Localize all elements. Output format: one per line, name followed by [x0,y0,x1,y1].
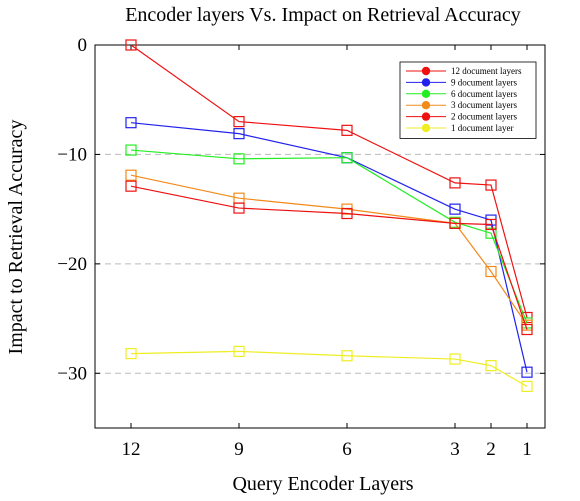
data-point [449,217,461,229]
data-point [449,203,461,215]
y-tick-label: −10 [57,144,87,165]
data-point [521,380,533,393]
data-point [485,227,497,239]
y-tick-label: −30 [57,363,87,384]
legend-item: 2 document layers [406,112,517,122]
series-2 [125,117,533,378]
legend-label: 2 document layers [451,112,517,122]
data-point [485,179,497,191]
grid [95,153,545,374]
data-point [449,177,461,189]
x-tick-label: 6 [342,439,352,460]
data-point [125,180,137,192]
data-point [125,169,137,181]
y-axis-label: Impact to Retrieval Accuracy [5,120,27,355]
legend-label: 12 document layers [451,66,522,76]
legend-marker [421,78,431,87]
axis-ticks: 0 −10 −20 −30 12 9 6 3 2 1 [57,35,545,460]
data-point [125,347,137,360]
series-5 [125,180,533,336]
data-point [233,202,245,214]
x-tick-label: 1 [522,439,532,460]
data-point [341,350,353,362]
data-point [233,115,245,128]
series-line [130,122,528,373]
legend-marker [421,112,431,121]
data-point [125,39,137,51]
series-line [130,149,528,324]
data-point [233,153,245,165]
legend-item: 6 document layers [406,89,517,99]
data-point [521,366,533,378]
legend-label: 3 document layers [451,100,517,110]
legend-label: 1 document layer [451,123,513,133]
legend-marker [421,66,431,76]
data-point [485,218,497,231]
data-point [341,124,353,136]
x-tick-label: 2 [486,439,496,460]
data-point [125,117,137,129]
data-point [341,152,353,164]
y-tick-label: −20 [57,254,87,275]
series-line [130,185,528,330]
data-point [125,144,137,156]
plot-frame [94,44,546,429]
series-line [130,350,528,387]
x-tick-label: 12 [122,439,141,460]
series-4 [125,169,533,331]
legend-marker [421,123,431,133]
series-group [125,39,533,393]
legend-label: 6 document layers [451,89,517,99]
data-point [233,128,245,140]
legend-item: 9 document layers [406,77,517,87]
legend-item: 1 document layer [406,123,513,133]
data-point [341,207,353,220]
data-point [521,323,533,336]
x-tick-label: 9 [234,439,244,460]
data-point [485,360,497,372]
series-line [130,44,528,318]
legend-item: 3 document layers [406,100,517,110]
series-line [130,174,528,326]
legend-item: 12 document layers [406,66,522,76]
legend-label: 9 document layers [451,77,517,87]
legend-marker [421,89,431,99]
data-point [449,353,461,365]
x-axis-label: Query Encoder Layers [232,473,413,495]
series-3 [125,144,533,329]
data-point [233,345,245,357]
y-tick-label: 0 [78,35,88,56]
series-6 [125,345,533,393]
chart-title: Encoder layers Vs. Impact on Retrieval A… [125,4,521,26]
legend-marker [421,101,431,110]
data-point [485,265,497,278]
x-tick-label: 3 [450,439,460,460]
